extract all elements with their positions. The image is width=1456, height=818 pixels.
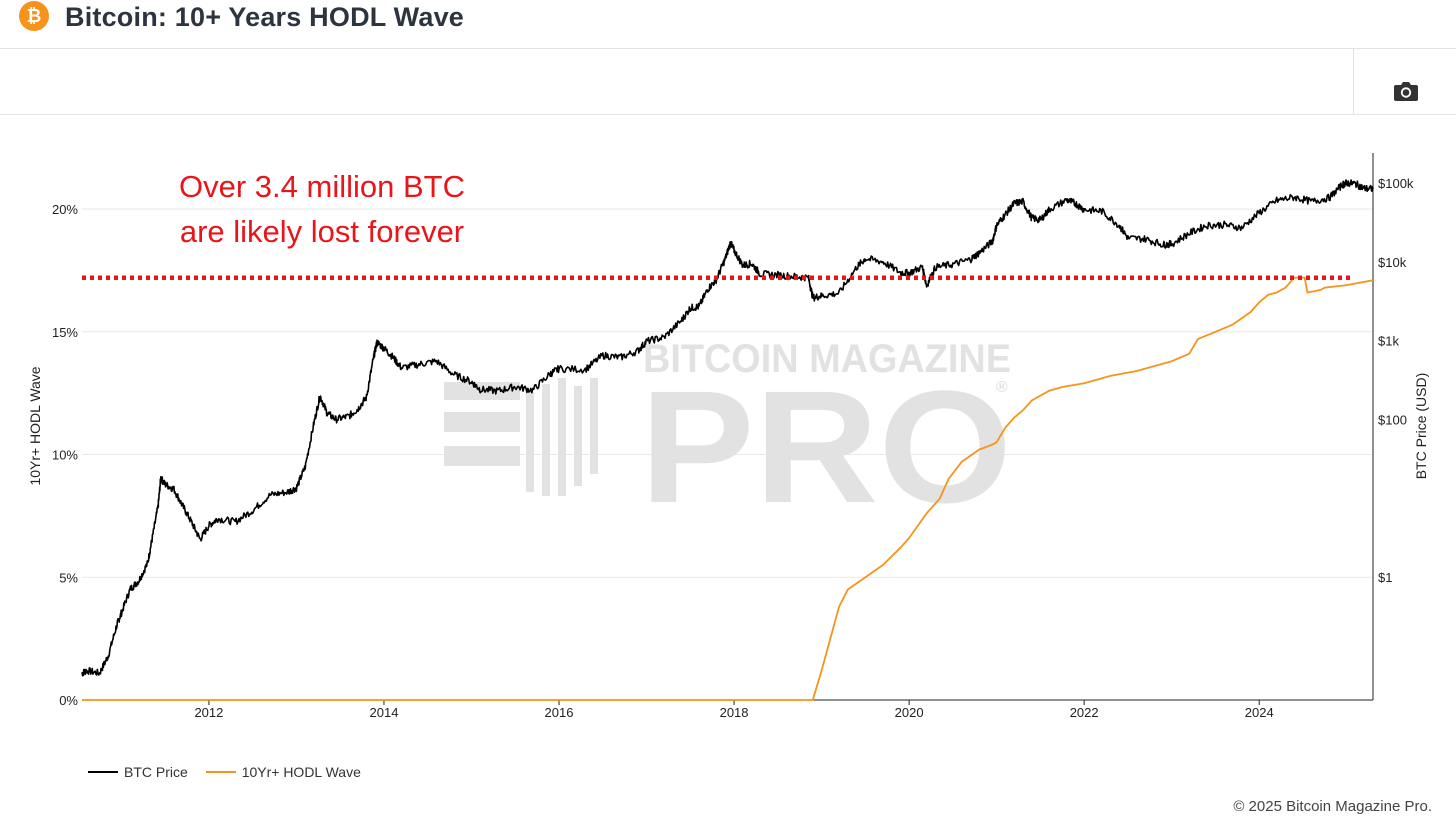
y-tick-label-right-2: $1k xyxy=(1378,334,1399,349)
y-axis-title-left: 10Yr+ HODL Wave xyxy=(27,366,43,485)
x-tick-label-2: 2016 xyxy=(545,705,574,720)
legend-item-hodl-wave[interactable]: 10Yr+ HODL Wave xyxy=(205,764,361,780)
legend-item-btc-price[interactable]: BTC Price xyxy=(88,764,188,780)
annotation-line2: are likely lost forever xyxy=(180,214,464,249)
bitcoin-logo-icon: ₿ xyxy=(19,1,49,31)
hodl-wave-chart: BITCOIN MAGAZINE PRO ® 0% 5% 10% 15% 20% $1 $1… xyxy=(27,153,1429,720)
y-tick-label-left-2: 10% xyxy=(52,448,78,463)
x-tick-label-0: 2012 xyxy=(194,705,223,720)
chart-toolbar xyxy=(0,49,1456,115)
x-tick-label-4: 2020 xyxy=(895,705,924,720)
x-tick-label-5: 2022 xyxy=(1070,705,1099,720)
y-tick-label-left-3: 15% xyxy=(52,325,78,340)
chart-ticks: 0% 5% 10% 15% 20% $1 $100 $1k $10k $100k 2012 2014 2… xyxy=(52,176,1414,720)
camera-icon[interactable] xyxy=(1392,79,1420,103)
page-title: Bitcoin: 10+ Years HODL Wave xyxy=(65,2,465,32)
toolbar-divider xyxy=(1353,49,1354,114)
y-tick-label-left-1: 5% xyxy=(59,570,78,585)
x-tick-label-6: 2024 xyxy=(1245,705,1274,720)
y-tick-label-left-4: 20% xyxy=(52,202,78,217)
copyright-text: © 2025 Bitcoin Magazine Pro. xyxy=(1233,798,1432,815)
series-line-hodl-wave xyxy=(82,276,1374,701)
x-tick-label-3: 2018 xyxy=(720,705,749,720)
watermark-registered-mark: ® xyxy=(996,379,1008,396)
annotation-line1: Over 3.4 million BTC xyxy=(179,169,465,204)
watermark-line1: BITCOIN MAGAZINE xyxy=(643,337,1011,381)
y-tick-label-right-3: $10k xyxy=(1378,255,1407,270)
watermark-logo-icon xyxy=(444,378,598,496)
legend-swatch-btc-price xyxy=(88,771,118,773)
y-tick-label-right-0: $1 xyxy=(1378,570,1392,585)
svg-text:₿: ₿ xyxy=(27,6,42,26)
header: ₿ Bitcoin: 10+ Years HODL Wave xyxy=(0,0,1456,49)
legend-swatch-hodl-wave xyxy=(205,771,236,773)
watermark-line2: PRO xyxy=(640,357,1012,536)
watermark: BITCOIN MAGAZINE PRO ® xyxy=(444,337,1012,536)
chart-series xyxy=(81,179,1374,701)
chart-legend: BTC Price 10Yr+ HODL Wave xyxy=(88,760,375,780)
y-tick-label-right-1: $100 xyxy=(1378,412,1407,427)
y-tick-label-right-4: $100k xyxy=(1378,176,1414,191)
legend-label-hodl-wave: 10Yr+ HODL Wave xyxy=(241,764,361,780)
y-tick-label-left-0: 0% xyxy=(59,693,78,708)
series-line-btc-price xyxy=(81,179,1374,677)
y-axis-title-right: BTC Price (USD) xyxy=(1413,373,1429,480)
x-tick-label-1: 2014 xyxy=(370,705,399,720)
legend-label-btc-price: BTC Price xyxy=(124,764,188,780)
